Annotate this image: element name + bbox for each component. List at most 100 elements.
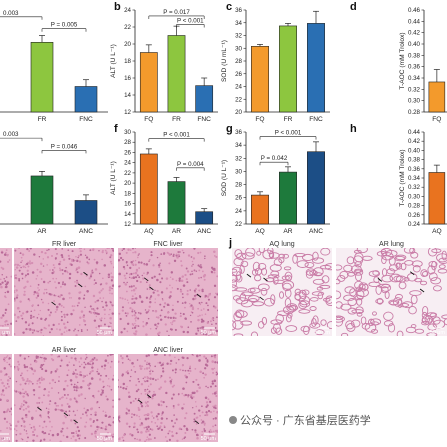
arrow-icon: [51, 301, 56, 306]
nucleus: [102, 288, 104, 290]
nucleus: [24, 321, 28, 324]
alveolar-wall: [303, 325, 310, 335]
nucleus: [6, 281, 9, 284]
y-tick-label: 26: [235, 71, 242, 78]
nucleus: [80, 310, 84, 313]
alveolar-wall: [432, 285, 442, 292]
alveolar-wall: [283, 266, 292, 271]
nucleus: [111, 378, 114, 381]
nucleus: [8, 358, 10, 360]
nucleus: [169, 382, 173, 385]
nucleus: [216, 293, 218, 296]
nucleus: [168, 354, 172, 357]
nucleus: [215, 316, 218, 319]
nucleus: [130, 260, 133, 264]
nucleus: [10, 413, 12, 416]
nucleus: [29, 367, 31, 369]
nucleus: [35, 296, 38, 299]
nucleus: [131, 302, 133, 304]
nucleus: [189, 365, 192, 368]
p-value-label: P < 0.001: [275, 130, 302, 137]
nucleus: [76, 304, 79, 307]
nucleus: [6, 420, 9, 424]
nucleus: [14, 389, 16, 392]
nucleus: [180, 260, 183, 263]
nucleus: [203, 278, 206, 281]
alveolar-wall: [247, 287, 261, 294]
nucleus: [31, 430, 35, 434]
nucleus: [121, 249, 124, 252]
nucleus: [57, 404, 60, 407]
alveolar-wall: [420, 269, 428, 277]
nucleus: [103, 317, 106, 320]
nucleus: [118, 252, 122, 256]
y-tick-label: 0.38: [408, 52, 421, 59]
nucleus: [6, 408, 10, 411]
nucleus: [9, 422, 11, 425]
nucleus: [100, 426, 103, 429]
p-value-label: P < 0.001: [163, 132, 190, 139]
nucleus: [32, 315, 35, 318]
nucleus: [132, 272, 135, 275]
nucleus: [72, 370, 75, 373]
nucleus: [38, 255, 41, 258]
nucleus: [35, 410, 37, 412]
nucleus: [26, 269, 29, 272]
nucleus: [73, 354, 76, 356]
alveolar-wall: [336, 315, 345, 323]
nucleus: [51, 254, 54, 257]
nucleus: [46, 249, 48, 252]
y-axis-label: ALT (U L⁻¹): [110, 161, 117, 195]
nucleus: [89, 275, 93, 278]
arrow-icon: [143, 277, 149, 282]
alveolar-wall: [430, 277, 442, 285]
nucleus: [40, 262, 43, 266]
nucleus: [60, 304, 63, 307]
nucleus: [19, 383, 22, 386]
nucleus: [178, 279, 181, 281]
nucleus: [204, 257, 206, 260]
alveolar-wall: [405, 326, 417, 334]
y-tick-label: 22: [124, 24, 131, 31]
nucleus: [47, 248, 50, 251]
nucleus: [171, 397, 174, 400]
nucleus: [84, 363, 87, 366]
nucleus: [151, 370, 154, 373]
nucleus: [159, 376, 162, 379]
alveolar-wall: [275, 313, 284, 324]
alveolar-wall: [285, 325, 298, 332]
nucleus: [52, 323, 55, 327]
category-label: FQ: [144, 116, 153, 123]
nucleus: [212, 371, 215, 374]
nucleus: [67, 394, 69, 396]
nucleus: [155, 415, 159, 418]
nucleus: [0, 324, 2, 327]
nucleus: [132, 400, 135, 403]
nucleus: [29, 363, 32, 366]
micrograph-label: FNC liver: [153, 241, 183, 248]
nucleus: [128, 273, 131, 276]
nucleus: [145, 405, 147, 408]
nucleus: [214, 269, 217, 272]
alveolar-wall: [385, 249, 398, 258]
nucleus: [42, 363, 45, 366]
nucleus: [182, 251, 185, 254]
nucleus: [213, 355, 215, 357]
nucleus: [124, 277, 127, 280]
nucleus: [134, 397, 137, 400]
nucleus: [163, 354, 166, 357]
nucleus: [195, 332, 198, 336]
nucleus: [54, 311, 57, 313]
nucleus: [79, 417, 82, 419]
nucleus: [169, 284, 171, 287]
nucleus: [96, 419, 99, 422]
nucleus: [45, 425, 48, 428]
nucleus: [96, 307, 99, 310]
bar-FQ: [251, 46, 269, 113]
alveolar-wall: [367, 318, 375, 326]
nucleus: [0, 379, 2, 381]
nucleus: [132, 248, 134, 250]
nucleus: [130, 285, 133, 288]
nucleus: [28, 383, 30, 385]
nucleus: [87, 262, 90, 265]
